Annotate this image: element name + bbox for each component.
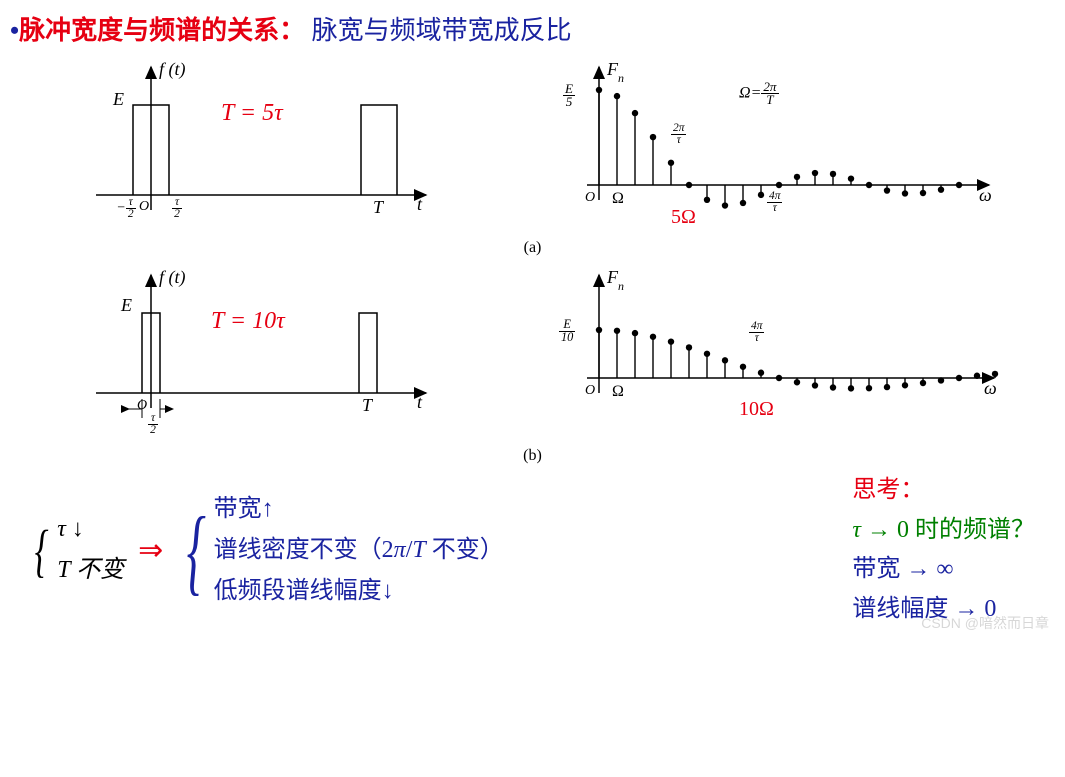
- right-results: { 带宽↑ 谱线密度不变（2π/T 不变） 低频段谱线幅度↓: [177, 471, 503, 629]
- svg-text:T: T: [362, 395, 374, 415]
- result-1: 带宽↑: [214, 489, 504, 530]
- svg-text:Ω: Ω: [612, 190, 624, 207]
- think-block: 思考： τ → 0 时的频谱？ 带宽 → ∞ 谱线幅度 → 0: [822, 471, 1035, 629]
- svg-text:E: E: [112, 89, 124, 109]
- svg-text:O: O: [585, 190, 595, 205]
- bw-label-a: 5Ω: [671, 206, 696, 228]
- caption-a: (a): [10, 239, 1055, 257]
- svg-text:Fn: Fn: [606, 267, 624, 293]
- row-a: f (t) E O −τ2 τ2 T t T = 5τ: [10, 55, 1055, 235]
- svg-text:f (t): f (t): [159, 267, 186, 288]
- svg-text:E: E: [120, 295, 132, 315]
- implies-arrow: ⇒: [124, 533, 177, 568]
- time-panel-a: f (t) E O −τ2 τ2 T t T = 5τ: [61, 55, 441, 235]
- title-red: 脉冲宽度与频谱的关系：: [19, 16, 305, 45]
- svg-text:ω: ω: [984, 378, 997, 398]
- spec-panel-a: Fn O Ω ω E5 2πτ Ω=2πT 4πτ: [544, 55, 1004, 235]
- time-panel-b: f (t) E O τ2 T t T = 10τ: [61, 263, 441, 443]
- svg-text:O: O: [585, 383, 595, 398]
- bullet-icon: •: [10, 16, 19, 45]
- result-2: 谱线密度不变（2π/T 不变）: [214, 530, 504, 571]
- bw-label-b: 10Ω: [739, 398, 774, 420]
- svg-text:Ω: Ω: [612, 383, 624, 400]
- result-3: 低频段谱线幅度↓: [214, 571, 504, 612]
- period-eq-a: T = 5τ: [221, 100, 284, 126]
- think-title: 思考：: [852, 471, 1035, 511]
- cond-tau: τ ↓: [57, 509, 124, 550]
- think-ans1: 带宽 → ∞: [852, 550, 1035, 590]
- left-condition: { τ ↓ T 不变: [30, 471, 124, 629]
- spec-plot-b: Fn O Ω ω E10 4πτ 10Ω: [544, 263, 1004, 433]
- watermark-text: CSDN @喑然而日章: [921, 613, 1049, 633]
- conclusion-block: { τ ↓ T 不变 ⇒ { 带宽↑ 谱线密度不变（2π/T 不变） 低频段谱线…: [10, 471, 1055, 629]
- time-plot-b: f (t) E O τ2 T t T = 10τ: [61, 263, 441, 443]
- spec-panel-b: Fn O Ω ω E10 4πτ 10Ω: [544, 263, 1004, 443]
- row-b: f (t) E O τ2 T t T = 10τ: [10, 263, 1055, 443]
- period-eq-b: T = 10τ: [211, 308, 286, 334]
- think-question: τ → 0 时的频谱？: [852, 511, 1035, 551]
- page-title: •脉冲宽度与频谱的关系： 脉宽与频域带宽成反比: [10, 10, 1055, 47]
- svg-text:Fn: Fn: [606, 59, 624, 85]
- time-plot-a: f (t) E O −τ2 τ2 T t T = 5τ: [61, 55, 441, 235]
- svg-text:f (t): f (t): [159, 59, 186, 80]
- title-blue: 脉宽与频域带宽成反比: [312, 16, 572, 45]
- cond-T: T 不变: [57, 550, 124, 591]
- caption-b: (b): [10, 447, 1055, 465]
- svg-text:ω: ω: [979, 185, 992, 205]
- svg-text:t: t: [417, 392, 423, 412]
- spec-plot-a: Fn O Ω ω E5 2πτ Ω=2πT 4πτ: [544, 55, 1004, 235]
- svg-text:t: t: [417, 194, 423, 214]
- diagram-area: f (t) E O −τ2 τ2 T t T = 5τ: [10, 55, 1055, 629]
- svg-text:T: T: [373, 197, 385, 217]
